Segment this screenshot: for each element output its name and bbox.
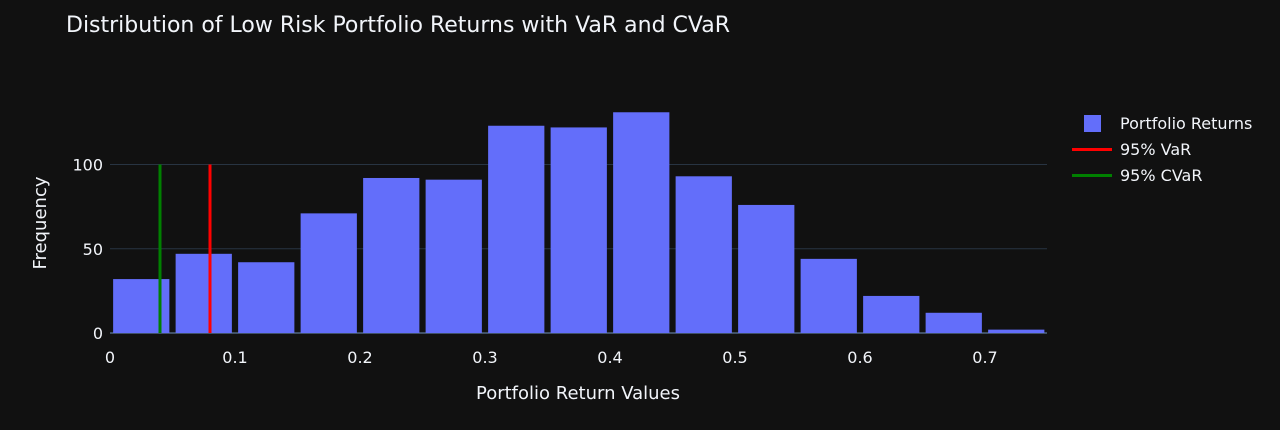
x-tick-label: 0: [105, 348, 115, 367]
x-axis-ticks: 0 0.1 0.2 0.3 0.4 0.5 0.6 0.7: [105, 348, 998, 367]
reference-lines: [158, 164, 212, 333]
histogram-bar[interactable]: [488, 125, 545, 334]
histogram-bar[interactable]: [800, 258, 857, 333]
x-axis-label: Portfolio Return Values: [476, 383, 680, 404]
x-tick-label: 0.3: [472, 348, 497, 367]
bars: [113, 112, 1045, 334]
histogram-bar[interactable]: [175, 253, 232, 333]
legend-label-portfolio-returns: Portfolio Returns: [1120, 113, 1253, 133]
histogram-bar[interactable]: [863, 295, 920, 333]
x-tick-label: 0.2: [347, 348, 372, 367]
histogram-bar[interactable]: [300, 213, 357, 333]
x-tick-label: 0.4: [597, 348, 622, 367]
x-tick-label: 0.7: [972, 348, 997, 367]
legend-swatch-bar: [1084, 114, 1101, 132]
x-tick-label: 0.1: [222, 348, 247, 367]
legend-swatch-var-line: [1072, 147, 1112, 151]
legend-label-var: 95% VaR: [1120, 139, 1192, 159]
legend-item-cvar[interactable]: 95% CVaR: [1072, 162, 1252, 188]
legend-item-var[interactable]: 95% VaR: [1072, 136, 1252, 162]
legend-label-cvar: 95% CVaR: [1120, 165, 1203, 185]
x-tick-label: 0.6: [847, 348, 872, 367]
histogram-bar[interactable]: [550, 127, 607, 334]
y-axis-label: Frequency: [30, 176, 51, 269]
y-tick-label: 100: [72, 156, 103, 175]
histogram-bar[interactable]: [988, 329, 1045, 333]
histogram-bar[interactable]: [425, 179, 482, 333]
histogram-bar[interactable]: [363, 177, 420, 333]
y-tick-label: 0: [93, 324, 103, 343]
y-tick-label: 50: [83, 240, 103, 259]
histogram-bar[interactable]: [613, 112, 670, 333]
y-axis-ticks: 0 50 100: [72, 156, 103, 344]
histogram-bar[interactable]: [925, 312, 982, 333]
histogram-bar[interactable]: [675, 176, 732, 333]
histogram-bar[interactable]: [238, 262, 295, 333]
legend-swatch-cvar-line: [1072, 173, 1112, 177]
legend-item-portfolio-returns[interactable]: Portfolio Returns: [1072, 110, 1252, 136]
chart-title: Distribution of Low Risk Portfolio Retur…: [66, 13, 730, 38]
x-tick-label: 0.5: [722, 348, 747, 367]
histogram-bar[interactable]: [738, 204, 795, 333]
legend: Portfolio Returns 95% VaR 95% CVaR: [1072, 110, 1252, 188]
